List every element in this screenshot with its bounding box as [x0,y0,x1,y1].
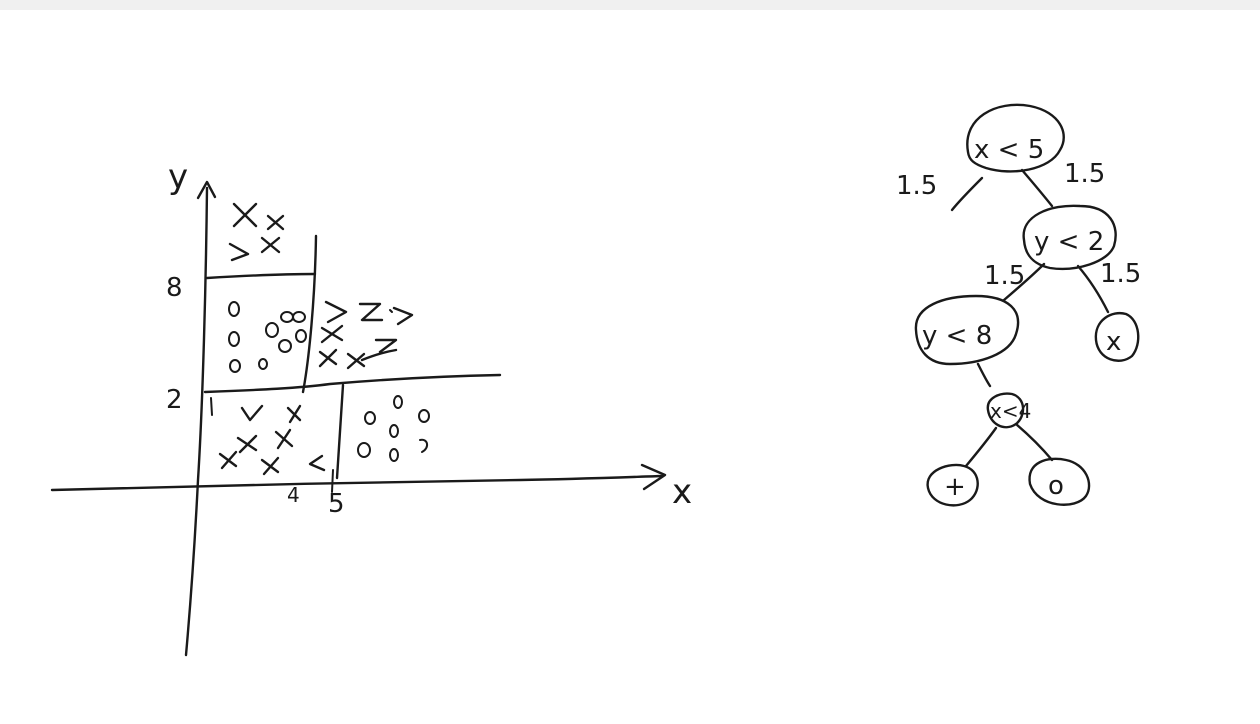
tree-edge-y8-down [976,362,992,388]
tree-node-y8: y < 8 [914,294,1020,366]
tree-edge-x4-left [964,426,998,468]
tree-leaf-right-label: x [1106,327,1121,357]
region-bottom-right-markers [357,395,430,462]
region-middle-left-markers [228,301,307,373]
tick-mark-x5 [331,469,334,493]
tree-node-x4: x<4 [986,392,1031,429]
decision-tree: x < 5 1.5 1.5 y < 2 1.5 1.5 x [896,103,1141,507]
tree-edge-root-right [1020,168,1054,208]
tree-edge-root-left-label: 1.5 [896,171,937,201]
x-axis-label: x [672,472,692,512]
tree-node-y2-label: y < 2 [1034,227,1104,257]
tick-mark-y2 [210,397,213,416]
tree-edge-x4-right [1014,422,1054,462]
tree-node-y8-label: y < 8 [922,321,992,351]
x-axis [50,474,664,492]
tree-edge-y2-right [1076,264,1110,314]
tree-leaf-bottom-left: + [926,463,979,507]
tree-edge-y2-left [1002,262,1046,302]
tree-edge-y2-right-label: 1.5 [1100,259,1141,289]
split-line-y2 [203,373,502,394]
tree-leaf-bottom-right: o [1028,457,1091,506]
tree-leaf-bottom-right-label: o [1048,471,1064,501]
y-tick-8: 8 [166,273,183,303]
tree-edge-y2-left-label: 1.5 [984,261,1025,291]
x-tick-4: 4 [287,483,300,507]
tree-node-y2: y < 2 [1022,204,1117,271]
y-axis-arrowhead [196,180,217,200]
tree-edge-root-left [950,176,984,212]
tree-leaf-right: x [1094,311,1140,362]
x-tick-5: 5 [328,489,345,519]
split-line-x5 [335,383,345,480]
tree-node-x4-label: x<4 [990,399,1031,423]
x-axis-arrowhead [640,463,667,491]
region-middle-right-markers [318,300,414,370]
split-line-x-upper [301,234,318,394]
tree-node-root: x < 5 [966,103,1065,173]
y-axis [184,186,209,657]
tree-leaf-bottom-left-label: + [944,472,966,502]
y-tick-2: 2 [166,385,183,415]
y-axis-label: y [168,157,188,197]
tree-edge-root-right-label: 1.5 [1064,159,1105,189]
split-line-y8 [205,272,317,280]
region-bottom-left-markers [218,404,326,476]
tree-node-root-label: x < 5 [974,135,1044,165]
scatter-plot: y x 8 2 4 5 [50,157,692,657]
top-strip [0,0,1260,10]
region-top-markers [228,202,285,262]
